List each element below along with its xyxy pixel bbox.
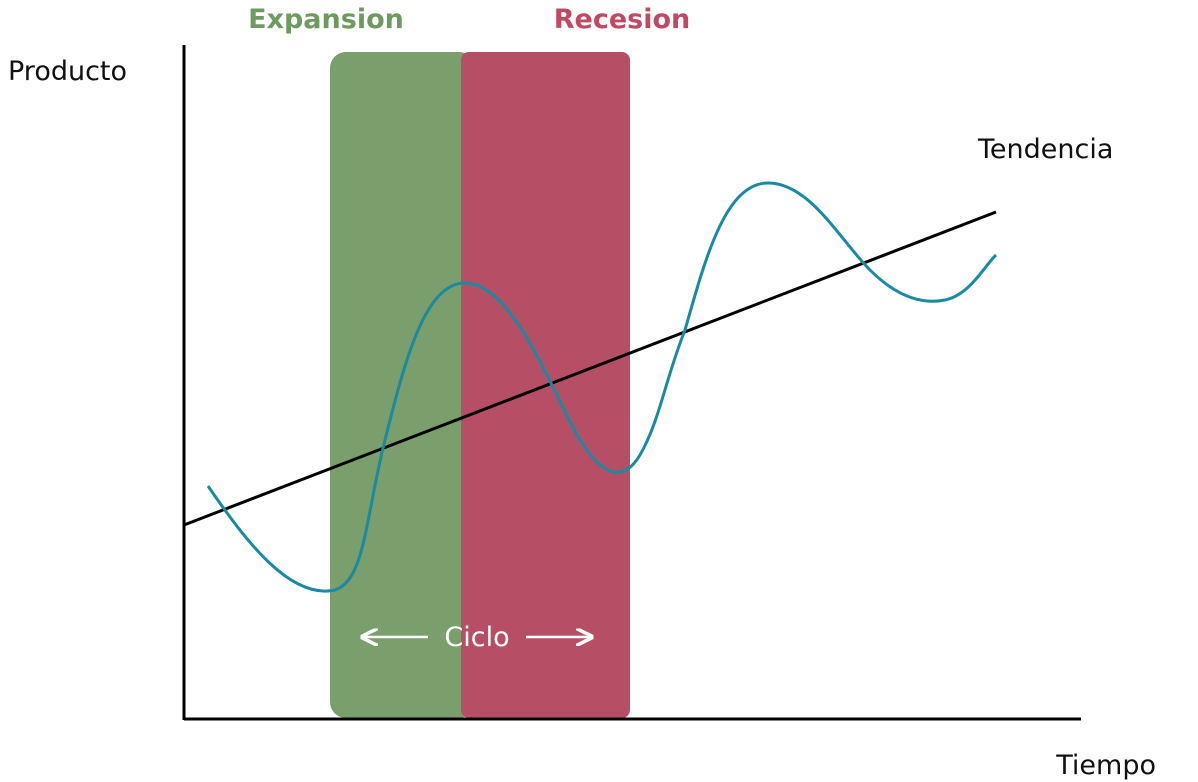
recession-label: Recesion: [554, 4, 691, 35]
y-axis-label: Producto: [8, 56, 127, 87]
x-axis-label: Tiempo: [1055, 750, 1156, 781]
expansion-label: Expansion: [248, 4, 404, 35]
cycle-label: Ciclo: [444, 622, 509, 653]
trend-label: Tendencia: [977, 134, 1113, 165]
expansion-band: [330, 52, 475, 718]
trend-line: [183, 210, 997, 527]
cycle-curve: [206, 181, 998, 593]
